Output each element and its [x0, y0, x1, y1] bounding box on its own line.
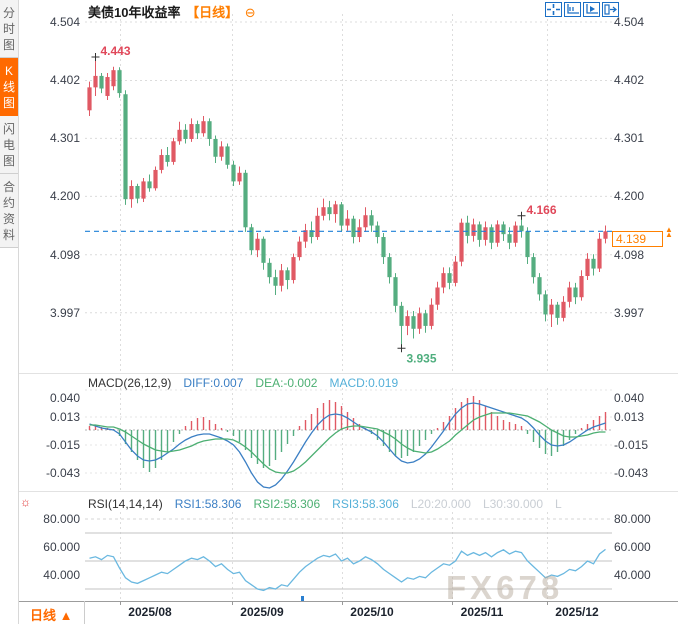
- footer-divider: [84, 601, 85, 624]
- axis-zoom-icon[interactable]: [564, 2, 581, 17]
- y-axis-label-left: 4.504: [49, 15, 80, 29]
- macd-axis-label-left: 0.013: [49, 410, 80, 424]
- x-axis-tick: [547, 601, 548, 605]
- sidebar-item-kline-chart[interactable]: K线图: [0, 58, 18, 116]
- y-axis-label-right: 4.098: [614, 247, 645, 262]
- svg-text:3.935: 3.935: [407, 351, 437, 365]
- x-axis-tick: [342, 601, 343, 605]
- y-axis-label-right: 3.997: [614, 305, 645, 320]
- macd-axis-label-left: -0.015: [45, 438, 80, 452]
- x-axis-date-label: 2025/08: [128, 605, 172, 619]
- panel-separator: [18, 491, 678, 492]
- rsi-axis-label-right: 60.000: [614, 540, 651, 554]
- rsi-chart[interactable]: [85, 512, 612, 601]
- rsi-axis-label-right: 80.000: [614, 512, 651, 526]
- position-marker: [301, 596, 304, 601]
- rsi-axis-label-right: 40.000: [614, 568, 651, 582]
- y-axis-label-left: 4.098: [49, 247, 80, 262]
- macd-hist-value: MACD:0.019: [329, 376, 399, 390]
- macd-axis-label-right: -0.015: [614, 438, 649, 452]
- y-axis-label-left: 4.402: [49, 73, 80, 88]
- y-axis-label-right: 4.504: [614, 15, 645, 29]
- timeframe-arrow-icon: ▲: [59, 608, 73, 623]
- sidebar-item-contract-info[interactable]: 合约资料: [0, 174, 18, 248]
- macd-chart[interactable]: [85, 388, 612, 490]
- indicator-settings-icon[interactable]: ☼: [20, 495, 31, 509]
- x-axis-tick: [232, 601, 233, 605]
- crosshair-tool-icon[interactable]: [545, 2, 562, 17]
- svg-text:4.443: 4.443: [101, 44, 131, 58]
- svg-text:4.166: 4.166: [527, 203, 557, 217]
- sidebar-item-flash-chart[interactable]: 闪电图: [0, 116, 18, 174]
- timeframe-tag: 【日线】: [186, 5, 239, 20]
- macd-axis-label-right: 0.040: [614, 391, 645, 405]
- y-axis-label-right: 4.301: [614, 131, 645, 146]
- rsi-axis-label-left: 40.000: [43, 568, 80, 582]
- rsi-axis-label-left: 60.000: [43, 540, 80, 554]
- left-sidebar: 分时图 K线图 闪电图 合约资料: [0, 0, 19, 624]
- rsi-l-truncated: L: [555, 497, 562, 511]
- rsi-l30-value: L30:30.000: [482, 497, 543, 511]
- rsi-title: RSI(14,14,14): [88, 497, 163, 511]
- x-axis-date-label: 2025/09: [240, 605, 284, 619]
- macd-dea-value: DEA:-0.002: [255, 376, 318, 390]
- y-axis-label-right: 4.402: [614, 73, 645, 88]
- axis-play-icon[interactable]: [583, 2, 600, 17]
- x-axis-tick: [452, 601, 453, 605]
- last-price-value: 4.139: [616, 232, 647, 246]
- sidebar-item-time-chart[interactable]: 分时图: [0, 0, 18, 58]
- collapse-indicator-icon[interactable]: ⊖: [244, 5, 256, 20]
- x-axis-tick: [120, 601, 121, 605]
- rsi-axis-label-left: 80.000: [43, 512, 80, 526]
- macd-axis-label-right: 0.013: [614, 410, 645, 424]
- y-axis-label-left: 4.200: [49, 189, 80, 204]
- chart-toolbar: [545, 2, 619, 17]
- y-axis-label-left: 3.997: [49, 305, 80, 320]
- timeframe-selector[interactable]: 日线 ▲: [30, 605, 73, 624]
- x-axis-date-label: 2025/12: [555, 605, 599, 619]
- rsi-l20-value: L20:20.000: [410, 497, 471, 511]
- rsi-header: RSI(14,14,14) RSI1:58.306 RSI2:58.306 RSI3:…: [88, 497, 574, 511]
- x-axis-line: [18, 601, 678, 602]
- y-axis-label-right: 4.200: [614, 189, 645, 204]
- macd-diff-value: DIFF:0.007: [183, 376, 244, 390]
- price-up-marker-icon: ▲ ▲: [665, 225, 673, 239]
- chart-header: 美债10年收益率 【日线】 ⊖: [88, 2, 256, 21]
- y-axis-label-left: 4.301: [49, 131, 80, 146]
- last-price-box: 4.139: [612, 231, 663, 247]
- rsi2-value: RSI2:58.306: [253, 497, 321, 511]
- rsi3-value: RSI3:58.306: [332, 497, 399, 511]
- rsi1-value: RSI1:58.306: [174, 497, 242, 511]
- macd-axis-label-right: -0.043: [614, 466, 649, 480]
- x-axis-date-label: 2025/11: [460, 605, 504, 619]
- macd-title: MACD(26,12,9): [88, 376, 172, 390]
- pan-right-icon[interactable]: [602, 2, 619, 17]
- timeframe-label: 日线: [30, 608, 57, 623]
- macd-axis-label-left: -0.043: [45, 466, 80, 480]
- instrument-title: 美债10年收益率: [88, 5, 181, 20]
- x-axis-date-label: 2025/10: [350, 605, 394, 619]
- panel-separator: [18, 373, 678, 374]
- macd-header: MACD(26,12,9) DIFF:0.007 DEA:-0.002 MACD:0.…: [88, 376, 410, 390]
- macd-axis-label-left: 0.040: [49, 391, 80, 405]
- candlestick-chart[interactable]: 4.443 4.166 3.935: [85, 14, 612, 372]
